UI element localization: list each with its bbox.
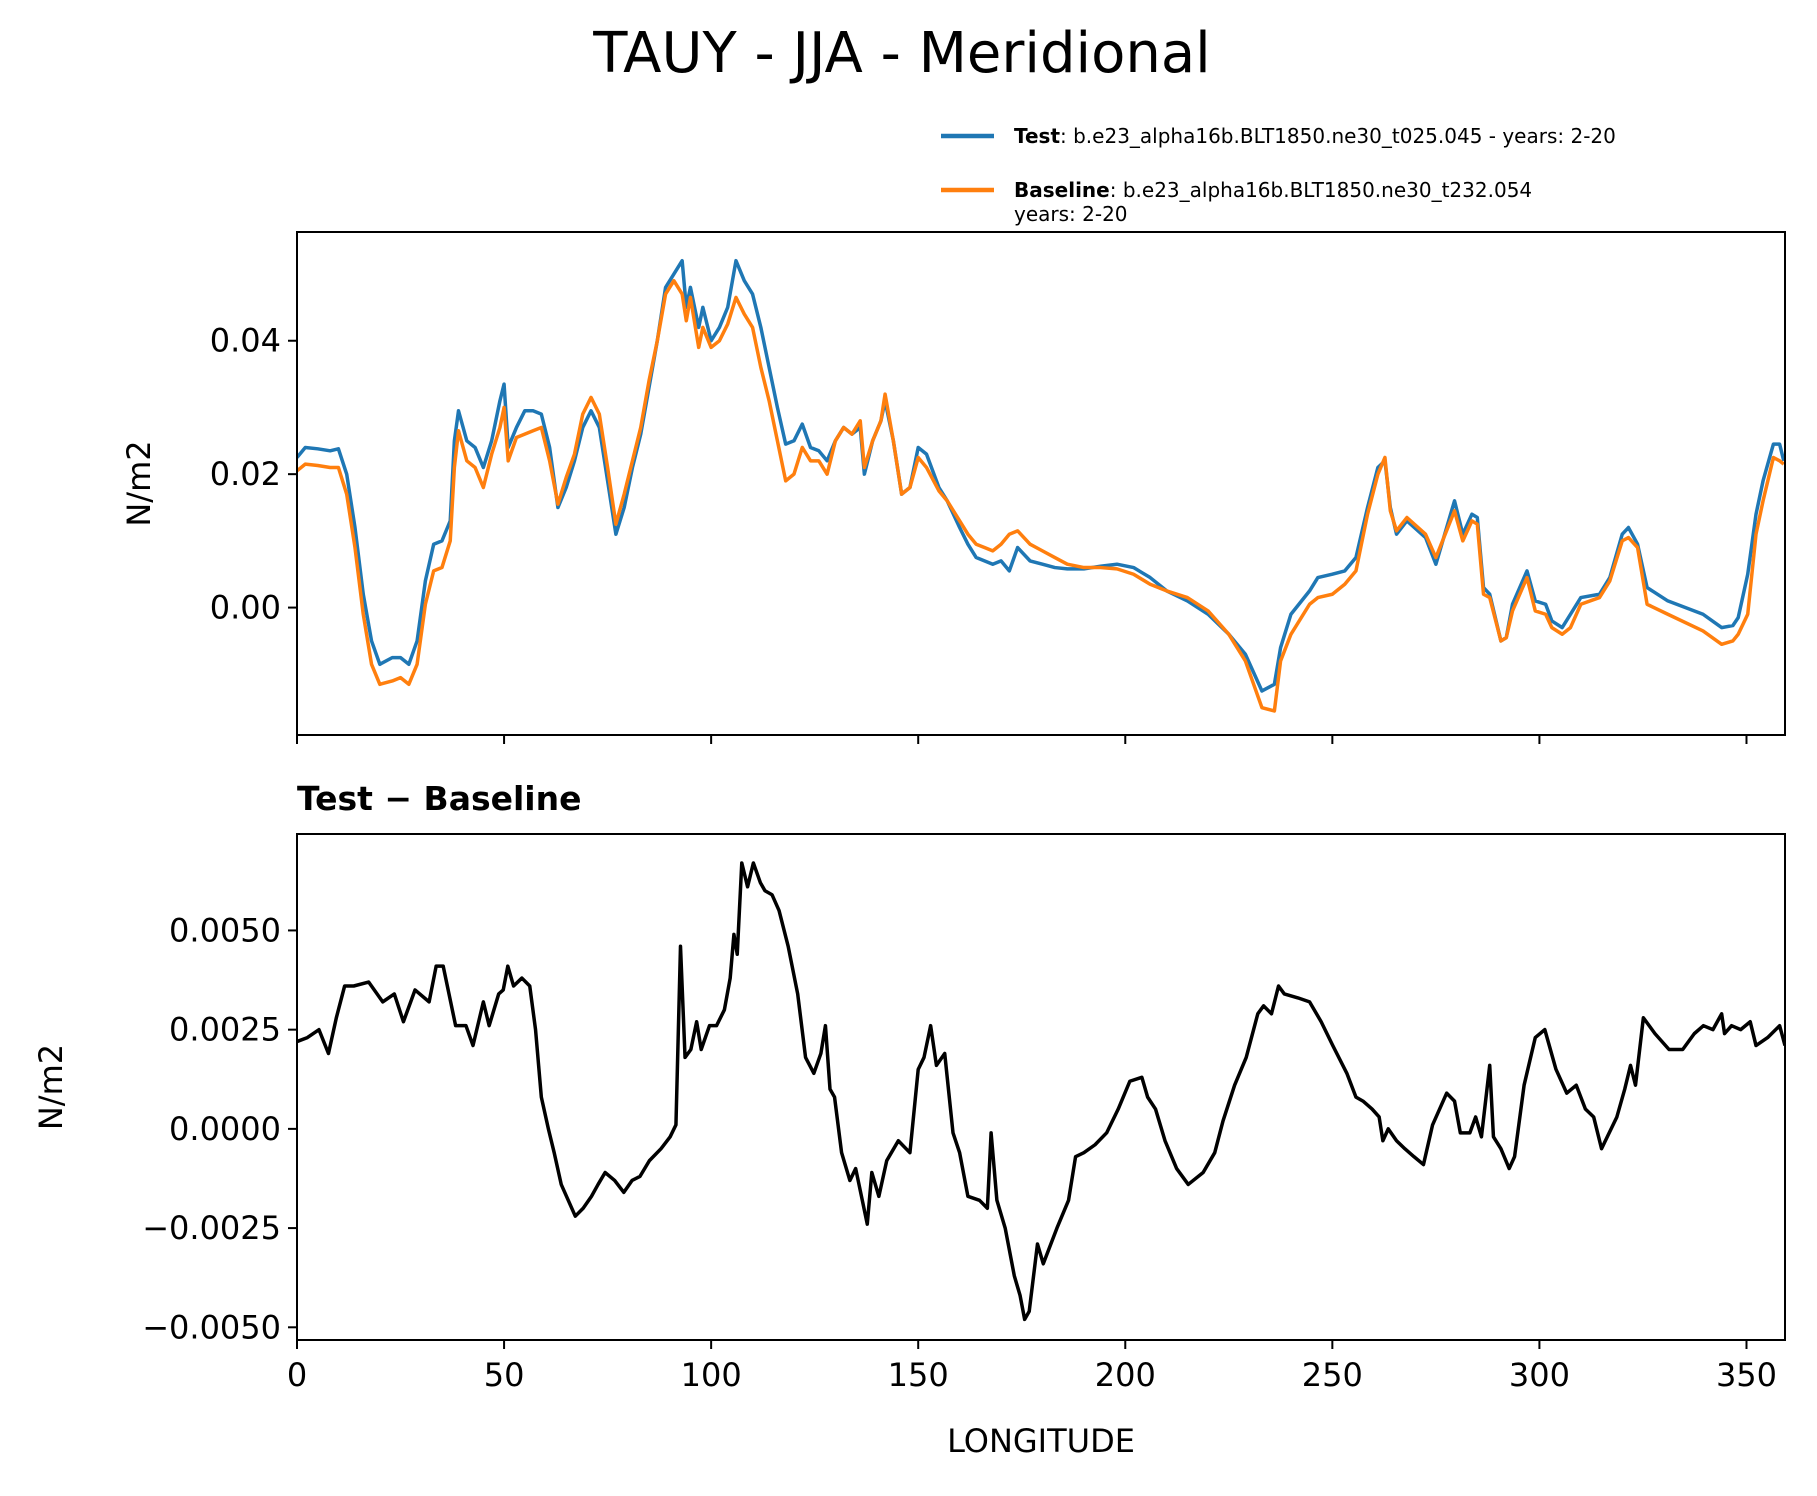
chart-title: TAUY - JJA - Meridional [592,21,1210,86]
y-tick-label: −0.0050 [142,1308,281,1346]
data-line [297,258,1785,693]
data-line [297,861,1785,1322]
y-tick-label: −0.0025 [142,1209,281,1247]
y-tick-label: 0.00 [210,589,281,627]
y-tick-label: 0.02 [210,455,281,493]
x-tick-label: 200 [1095,1356,1156,1394]
x-tick-label: 0 [287,1356,307,1394]
legend-name: Test [1014,124,1060,148]
x-tick-label: 100 [681,1356,742,1394]
y-axis-label: N/m2 [120,440,158,526]
y-tick-label: 0.0050 [169,911,281,949]
x-axis-label: LONGITUDE [947,1422,1135,1460]
legend-label: Test: b.e23_alpha16b.BLT1850.ne30_t025.0… [1014,124,1616,148]
panel-subtitle: Test − Baseline [297,779,582,818]
axes-frame [296,833,1786,1341]
legend-description: : b.e23_alpha16b.BLT1850.ne30_t232.054 [1110,178,1532,202]
x-tick-label: 300 [1509,1356,1570,1394]
legend-label: years: 2-20 [1014,202,1128,226]
data-line [297,278,1785,713]
legend-description: : b.e23_alpha16b.BLT1850.ne30_t025.045 -… [1060,124,1616,148]
legend-label: Baseline: b.e23_alpha16b.BLT1850.ne30_t2… [1014,178,1532,202]
x-tick-label: 350 [1716,1356,1777,1394]
x-tick-label: 250 [1302,1356,1363,1394]
y-axis-label: N/m2 [32,1044,70,1130]
y-tick-label: 0.04 [210,322,281,360]
legend-description: years: 2-20 [1014,202,1128,226]
x-tick-label: 150 [888,1356,949,1394]
legend-name: Baseline [1014,178,1110,202]
y-tick-label: 0.0000 [169,1110,281,1148]
y-tick-label: 0.0025 [169,1011,281,1049]
axes-frame [296,231,1786,736]
x-tick-label: 50 [484,1356,525,1394]
